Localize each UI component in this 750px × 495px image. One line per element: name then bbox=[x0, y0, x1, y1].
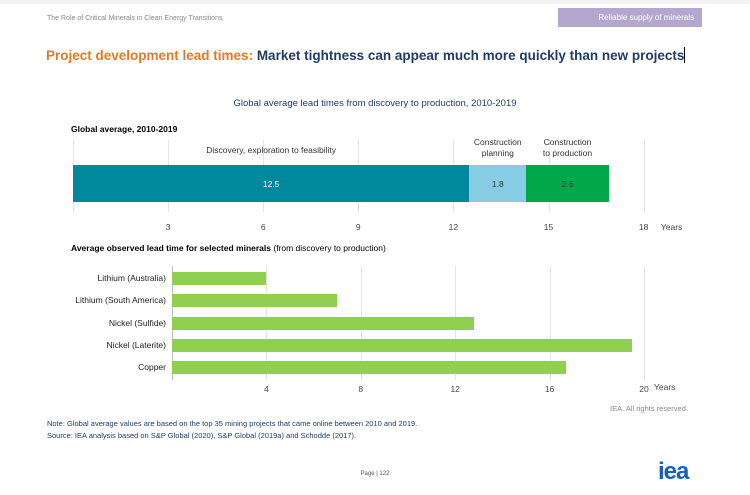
x-axis-label: Years bbox=[654, 382, 676, 392]
segment-title-line: planning bbox=[481, 148, 514, 158]
segment-title-line: Discovery, exploration to feasibility bbox=[206, 145, 336, 155]
x-tick-label: 3 bbox=[165, 222, 171, 232]
x-tick-label: 8 bbox=[358, 384, 364, 394]
x-tick-label: 6 bbox=[260, 222, 266, 232]
category-label: Lithium (South America) bbox=[75, 295, 166, 306]
bar bbox=[172, 272, 267, 285]
x-tick-label: 12 bbox=[448, 222, 459, 232]
bottom-title-rest: (from discovery to production) bbox=[271, 243, 386, 253]
x-tick-label: 20 bbox=[639, 384, 649, 394]
top-border bbox=[0, 0, 750, 4]
chart-title: Global average lead times from discovery… bbox=[233, 98, 517, 109]
x-tick-label: 12 bbox=[450, 384, 460, 394]
bar-segment: 2.6 bbox=[526, 165, 609, 202]
category-label: Nickel (Sulfide) bbox=[108, 317, 166, 328]
gridline bbox=[549, 266, 551, 380]
x-tick-label: 9 bbox=[355, 222, 361, 232]
bar-segment: 1.8 bbox=[469, 165, 527, 202]
section-badge[interactable]: Reliable supply of minerals bbox=[558, 8, 702, 27]
bottom-title-bold: Average observed lead time for selected … bbox=[71, 243, 271, 253]
heading-highlight: Project development lead times: bbox=[46, 48, 254, 63]
bar bbox=[172, 361, 567, 375]
segment-title: Construction to production bbox=[506, 137, 628, 159]
document-title: The Role of Critical Minerals in Clean E… bbox=[47, 15, 223, 22]
gridline bbox=[644, 266, 645, 380]
x-tick-label: 4 bbox=[264, 384, 269, 394]
segment-title: Discovery, exploration to feasibility bbox=[53, 145, 489, 156]
segment-title-line: Construction bbox=[473, 137, 522, 147]
category-label: Nickel (Laterite) bbox=[106, 339, 166, 350]
bar bbox=[172, 316, 475, 330]
x-tick-label: 15 bbox=[543, 222, 554, 232]
x-tick-label: 16 bbox=[544, 384, 555, 394]
source-text: Source: IEA analysis based on S&P Global… bbox=[47, 431, 357, 440]
top-chart-title: Global average, 2010-2019 bbox=[71, 124, 178, 134]
x-axis-label: Years bbox=[660, 222, 683, 232]
segment-title: Construction planning bbox=[449, 137, 546, 159]
page-number: Page | 122 bbox=[360, 471, 390, 477]
category-label: Copper bbox=[138, 362, 166, 373]
bar bbox=[172, 294, 338, 308]
bar bbox=[172, 338, 633, 352]
segment-title-line: Construction bbox=[543, 137, 592, 147]
rights-text: IEA. All rights reserved. bbox=[610, 404, 688, 413]
heading-rest: Market tightness can appear much more qu… bbox=[253, 48, 685, 63]
note-text: Note: Global average values are based on… bbox=[47, 419, 418, 428]
category-label: Lithium (Australia) bbox=[97, 273, 167, 283]
page-heading[interactable]: Project development lead times: Market t… bbox=[46, 47, 686, 65]
text-cursor bbox=[684, 47, 686, 63]
segment-title-line: to production bbox=[542, 148, 593, 158]
bar-segment: 12.5 bbox=[73, 165, 470, 202]
bottom-chart-title: Average observed lead time for selected … bbox=[71, 243, 386, 253]
x-tick-label: 18 bbox=[638, 222, 649, 232]
iea-logo: iea bbox=[658, 458, 689, 485]
gridline bbox=[643, 140, 645, 212]
